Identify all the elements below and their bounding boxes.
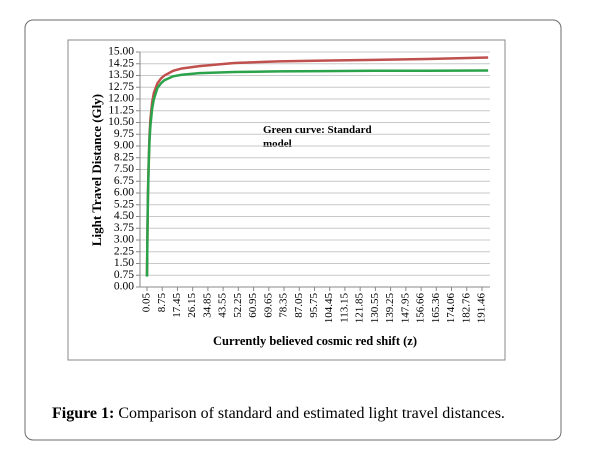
y-tick-label: 13.50 (108, 69, 134, 81)
y-tick-label: 4.50 (114, 210, 134, 222)
x-tick-label: 139.25 (384, 293, 396, 324)
x-tick-label: 95.75 (308, 293, 320, 318)
x-tick-label: 60.95 (247, 293, 259, 318)
caption: Figure 1: Comparison of standard and est… (52, 405, 505, 422)
series-line (145, 69, 489, 277)
x-tick-label: 43.55 (217, 293, 229, 318)
x-tick-label: 69.65 (262, 293, 274, 318)
x-tick-label: 165.36 (430, 293, 442, 324)
x-tick-label: 130.55 (369, 293, 381, 324)
y-tick-label: 0.00 (114, 281, 134, 293)
y-tick-label: 0.75 (114, 269, 134, 281)
x-tick-label: 174.06 (445, 293, 457, 324)
annotation: Green curve: Standard (263, 124, 372, 136)
x-tick-label: 147.95 (399, 293, 411, 324)
x-tick-label: 87.05 (293, 293, 305, 318)
x-tick-label: 113.15 (338, 293, 350, 323)
caption-label: Figure 1: (52, 405, 114, 422)
caption-text: Comparison of standard and estimated lig… (118, 405, 505, 422)
chart-frame (67, 39, 506, 361)
y-tick-label: 9.00 (114, 140, 134, 152)
x-tick-label: 156.66 (415, 293, 427, 324)
y-tick-label: 5.25 (114, 198, 134, 210)
x-tick-label: 52.25 (232, 293, 244, 318)
x-tick-label: 17.45 (171, 293, 183, 318)
y-tick-label: 15.00 (108, 46, 134, 58)
y-tick-label: 6.75 (114, 175, 134, 187)
x-tick-label: 8.75 (156, 293, 168, 313)
y-tick-label: 12.75 (108, 81, 134, 93)
y-tick-label: 1.50 (114, 257, 134, 269)
y-tick-label: 9.75 (114, 128, 134, 140)
y-tick-label: 7.50 (114, 163, 134, 175)
x-axis-title: Currently believed cosmic red shift (z) (213, 334, 417, 348)
y-tick-label: 14.25 (108, 57, 134, 69)
y-tick-label: 8.25 (114, 151, 134, 163)
y-tick-label: 11.25 (109, 104, 135, 116)
y-tick-label: 12.00 (108, 93, 134, 105)
x-tick-label: 191.46 (475, 293, 487, 324)
x-tick-label: 34.85 (201, 293, 213, 318)
y-tick-label: 3.75 (114, 222, 134, 234)
y-tick-label: 3.00 (114, 234, 134, 246)
x-tick-label: 182.76 (460, 293, 472, 324)
y-axis-title: Light Travel Distance (Gly) (89, 94, 104, 246)
x-tick-label: 0.05 (141, 293, 153, 313)
y-tick-label: 6.00 (114, 187, 134, 199)
x-tick-label: 26.15 (186, 293, 198, 318)
y-tick-label: 10.50 (108, 116, 134, 128)
x-tick-label: 104.45 (323, 293, 335, 324)
x-tick-label: 121.85 (354, 293, 366, 324)
annotation: model (263, 138, 292, 150)
x-tick-label: 78.35 (278, 293, 290, 318)
y-tick-label: 2.25 (114, 245, 134, 257)
